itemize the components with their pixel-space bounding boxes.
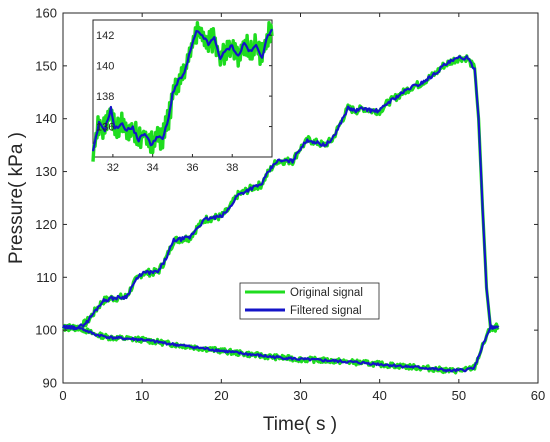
inset-y-axis-ticks: 136 138 140 142 <box>96 30 272 134</box>
y-tick-label: 120 <box>35 217 57 232</box>
inset-y-tick-label: 138 <box>96 91 114 103</box>
y-tick-label: 100 <box>35 323 57 338</box>
inset-x-tick-label: 34 <box>147 162 159 174</box>
inset-x-tick-label: 32 <box>107 162 119 174</box>
inset-y-tick-label: 142 <box>96 30 114 42</box>
y-tick-label: 130 <box>35 164 57 179</box>
y-tick-label: 160 <box>35 6 57 21</box>
x-tick-label: 40 <box>372 388 386 403</box>
y-axis-label: Pressure( kPa ) <box>6 132 27 264</box>
filtered-signal-upper-line <box>62 55 499 331</box>
y-tick-label: 150 <box>35 58 57 73</box>
original-signal-upper-line <box>62 54 500 333</box>
y-tick-label: 140 <box>35 111 57 126</box>
x-tick-label: 50 <box>452 388 466 403</box>
legend-label-original: Original signal <box>290 287 363 299</box>
inset-y-tick-label: 136 <box>96 122 114 134</box>
filtered-signal-lower-line <box>62 325 500 373</box>
x-tick-label: 0 <box>59 388 66 403</box>
x-axis-label: Time( s ) <box>263 414 337 435</box>
y-tick-label: 110 <box>36 270 57 285</box>
inset-x-tick-label: 36 <box>186 162 198 174</box>
y-axis-ticks: 90 100 110 120 130 140 150 160 <box>35 6 538 391</box>
inset-y-tick-label: 140 <box>96 61 114 73</box>
inset-original-signal-line <box>91 21 274 162</box>
y-tick-label: 90 <box>43 376 57 391</box>
inset-x-tick-label: 38 <box>226 162 238 174</box>
inset-filtered-signal-line <box>91 28 273 152</box>
x-axis-ticks: 0 10 20 30 40 50 60 <box>59 13 545 403</box>
legend-label-filtered: Filtered signal <box>290 305 362 317</box>
legend-box <box>239 282 380 320</box>
x-tick-label: 10 <box>135 388 149 403</box>
main-series-group <box>61 54 500 375</box>
inset-x-axis-ticks: 32 34 36 38 <box>107 154 238 174</box>
x-tick-label: 20 <box>214 388 228 403</box>
x-tick-label: 60 <box>531 388 545 403</box>
x-tick-label: 30 <box>293 388 307 403</box>
inset-zoom-panel: 32 34 36 38 136 138 140 142 <box>91 19 274 174</box>
legend: Original signal Filtered signal <box>239 282 380 320</box>
